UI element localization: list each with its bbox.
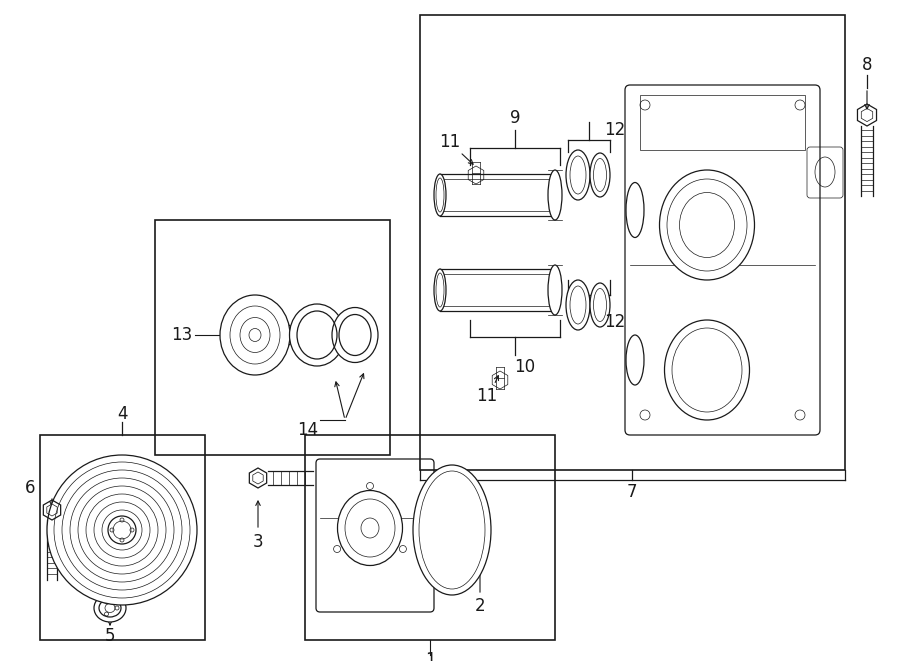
Ellipse shape	[626, 335, 644, 385]
Text: 14: 14	[297, 421, 319, 439]
Ellipse shape	[590, 283, 610, 327]
Ellipse shape	[361, 518, 379, 538]
Text: 6: 6	[25, 479, 35, 497]
Text: 5: 5	[104, 627, 115, 645]
Ellipse shape	[108, 516, 136, 544]
Text: 2: 2	[474, 597, 485, 615]
Text: 1: 1	[425, 651, 436, 661]
Ellipse shape	[47, 455, 197, 605]
Ellipse shape	[626, 182, 644, 237]
Ellipse shape	[434, 269, 446, 311]
Bar	[305, 435, 555, 640]
Text: 12: 12	[605, 121, 626, 139]
Ellipse shape	[548, 265, 562, 315]
Bar	[640, 95, 805, 150]
Ellipse shape	[660, 170, 754, 280]
Ellipse shape	[413, 465, 491, 595]
Ellipse shape	[220, 295, 290, 375]
Ellipse shape	[94, 594, 126, 622]
Ellipse shape	[590, 153, 610, 197]
Text: 10: 10	[515, 358, 536, 376]
Text: 11: 11	[439, 133, 461, 151]
Bar	[40, 435, 205, 640]
Ellipse shape	[332, 307, 378, 362]
Text: 7: 7	[626, 483, 637, 501]
Text: 9: 9	[509, 109, 520, 127]
Text: 4: 4	[117, 405, 127, 423]
Text: 12: 12	[605, 313, 626, 331]
Ellipse shape	[548, 170, 562, 220]
Ellipse shape	[566, 150, 590, 200]
Ellipse shape	[664, 320, 750, 420]
Bar	[155, 220, 390, 455]
Text: 13: 13	[171, 326, 193, 344]
Bar	[420, 15, 845, 470]
Text: 3: 3	[253, 533, 264, 551]
Ellipse shape	[338, 490, 402, 566]
Ellipse shape	[276, 324, 294, 346]
Ellipse shape	[434, 174, 446, 216]
Ellipse shape	[249, 329, 261, 342]
Text: 8: 8	[862, 56, 872, 74]
Ellipse shape	[566, 280, 590, 330]
Ellipse shape	[290, 304, 345, 366]
Text: 11: 11	[476, 387, 498, 405]
